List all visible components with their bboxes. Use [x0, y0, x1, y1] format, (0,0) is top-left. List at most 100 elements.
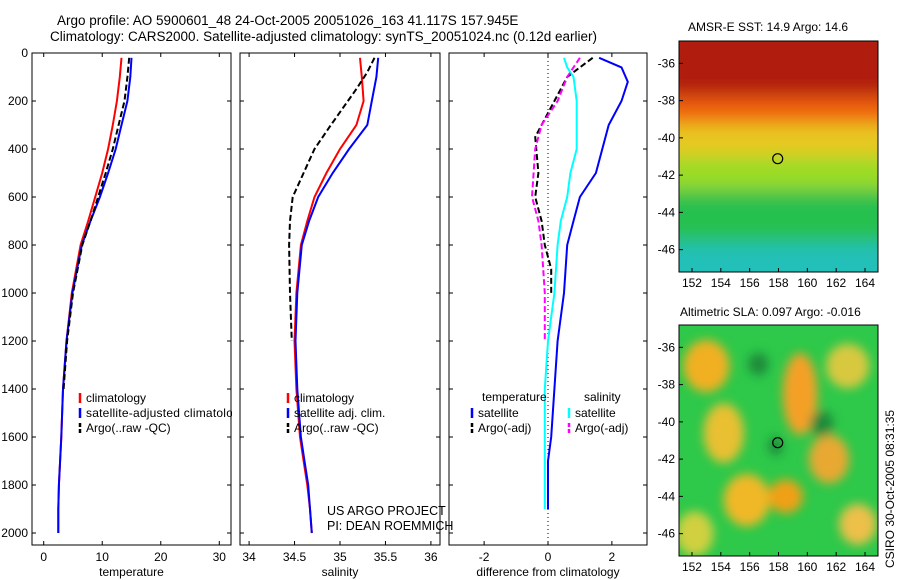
map-ytick-label: -36: [658, 56, 676, 70]
panel-3-xtick-label: 2: [609, 550, 616, 564]
map-ytick-label: -44: [658, 489, 676, 503]
panel-1-legend-clip: [232, 395, 239, 435]
sla-blob: [748, 352, 769, 376]
argo-float-marker: [772, 153, 784, 165]
panel-2-xtick-label: 35.5: [374, 550, 398, 564]
sst-map-title: AMSR-E SST: 14.9 Argo: 14.6: [688, 20, 849, 34]
sla-blob: [826, 343, 870, 389]
panel-1-legend-label: satellite-adjusted climatology: [86, 406, 246, 420]
side-stamp: CSIRO 30-Oct-2005 08:31:35: [883, 409, 897, 568]
panel-3-xtick-label: -2: [479, 550, 490, 564]
credit-line1: US ARGO PROJECT: [327, 504, 446, 518]
sst-band: [679, 96, 878, 123]
panel-2-xtick-label: 35: [333, 550, 347, 564]
panel-1-xtick-label: 10: [96, 550, 110, 564]
sst-band: [679, 41, 878, 97]
sla-blob: [683, 339, 730, 393]
panel-3-xtick-label: 0: [545, 550, 552, 564]
panel-3-xlabel: difference from climatology: [476, 565, 619, 579]
map-ytick-label: -44: [658, 205, 676, 219]
sla-blob: [768, 436, 783, 456]
map-ytick-label: -46: [658, 527, 676, 541]
diff-legend-label: satellite: [478, 406, 519, 420]
sst-bands: [679, 41, 878, 272]
sla-map-field: [679, 325, 878, 556]
sla-blob: [703, 403, 744, 463]
depth-tick-label: 2000: [1, 526, 28, 540]
map-ytick-label: -42: [658, 168, 676, 182]
sla-blob: [808, 434, 850, 484]
diff-legend-label: Argo(-adj): [575, 421, 628, 435]
argo-float-marker: [772, 437, 784, 449]
depth-tick-label: 800: [8, 238, 28, 252]
map-xtick-label: 164: [855, 276, 875, 290]
figure-title-line2: Climatology: CARS2000. Satellite-adjuste…: [50, 29, 598, 44]
depth-tick-label: 600: [8, 190, 28, 204]
map-xtick-label: 164: [855, 560, 875, 574]
map-xtick-label: 158: [768, 276, 788, 290]
diff-legend-heading: salinity: [584, 390, 621, 404]
diff-legend-label: satellite: [575, 406, 616, 420]
panel-2-xtick-label: 34.5: [283, 550, 307, 564]
depth-tick-label: 1000: [1, 286, 28, 300]
panel-1-legend-label: Argo(..raw -QC): [86, 421, 171, 435]
panel-2-series-3-line: [288, 57, 376, 342]
panel-2-legend-label: climatology: [294, 391, 354, 405]
panel-2-xtick-label: 36: [424, 550, 438, 564]
depth-tick-label: 400: [8, 142, 28, 156]
sst-map-field: [679, 41, 878, 272]
credit-line2: PI: DEAN ROEMMICH: [327, 519, 454, 533]
sst-band: [679, 156, 878, 191]
map-xtick-label: 154: [711, 560, 731, 574]
sla-blobs: [679, 339, 877, 556]
sla-blob: [839, 503, 877, 545]
panel-2-frame: [239, 52, 441, 546]
panel-3-series-3-line: [543, 57, 578, 509]
sst-band: [679, 190, 878, 243]
map-xtick-label: 154: [711, 276, 731, 290]
diff-legend-label: Argo(-adj): [478, 421, 531, 435]
sla-blob: [679, 511, 714, 556]
map-ytick-label: -40: [658, 415, 676, 429]
map-ytick-label: -40: [658, 131, 676, 145]
map-xtick-label: 160: [797, 560, 817, 574]
sla-blob: [768, 479, 804, 514]
sst-band: [679, 122, 878, 157]
map-xtick-label: 162: [826, 560, 846, 574]
map-xtick-label: 162: [826, 276, 846, 290]
depth-tick-label: 0: [21, 46, 28, 60]
map-ytick-label: -36: [658, 340, 676, 354]
depth-tick-label: 1400: [1, 382, 28, 396]
sla-blob: [782, 352, 818, 435]
map-xtick-label: 156: [740, 276, 760, 290]
panel-1-frame: [31, 52, 232, 546]
map-ytick-label: -38: [658, 94, 676, 108]
sla-map-title: Altimetric SLA: 0.097 Argo: -0.016: [680, 305, 861, 319]
panel-1-xlabel: temperature: [99, 565, 164, 579]
panel-3-series-1-line: [547, 56, 629, 509]
panel-3-series-4-line: [530, 57, 581, 341]
sla-blob: [723, 474, 770, 527]
map-ytick-label: -38: [658, 378, 676, 392]
panel-2-legend-label: Argo(..raw -QC): [294, 421, 379, 435]
map-xtick-label: 152: [682, 560, 702, 574]
sla-blob: [810, 410, 834, 437]
panel-2-xlabel: salinity: [322, 565, 359, 579]
panel-3-series-2-line: [534, 56, 594, 293]
panel-1-legend-label: climatology: [86, 391, 146, 405]
map-xtick-label: 160: [797, 276, 817, 290]
panel-1-xtick-label: 30: [213, 550, 227, 564]
panel-2-legend-label: satellite adj. clim.: [294, 406, 385, 420]
map-xtick-label: 152: [682, 276, 702, 290]
map-ytick-label: -42: [658, 452, 676, 466]
panel-2-xtick-label: 34: [242, 550, 256, 564]
panel-1-xtick-label: 20: [154, 550, 168, 564]
depth-tick-label: 1200: [1, 334, 28, 348]
map-ytick-label: -46: [658, 243, 676, 257]
map-xtick-label: 158: [768, 560, 788, 574]
sst-band: [679, 242, 878, 272]
diff-legend-heading: temperature: [482, 390, 547, 404]
map-xtick-label: 156: [740, 560, 760, 574]
